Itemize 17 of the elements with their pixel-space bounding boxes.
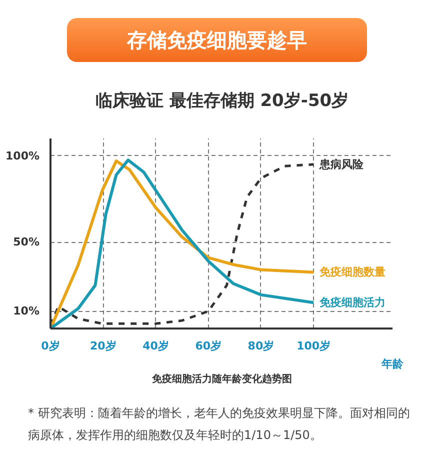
x-tick-label: 80岁 (248, 340, 274, 352)
text: 免疫细胞活力随年龄变化趋势图 (152, 373, 292, 387)
text: * 研究表明：随着年龄的增长，老年人的免疫效果明显下降。面对相同的病原体，发挥作用的细胞数仅及年轻时的1/10～1/50。 (28, 405, 411, 444)
x-tick-label: 100岁 (296, 340, 331, 352)
chart-title: 存储免疫细胞要趁早 (127, 27, 307, 54)
y-tick-label: 10% (13, 304, 40, 318)
x-tick-label: 60岁 (195, 340, 222, 352)
y-tick-label: 100% (6, 149, 40, 162)
x-axis-title: 年龄 (380, 358, 404, 370)
x-tick-label: 40岁 (142, 340, 169, 352)
series-label: 免疫细胞数量 (318, 266, 386, 279)
series-label: 患病风险 (318, 158, 365, 171)
chart-subtitle: 临床验证 最佳存储期 20岁-50岁 (95, 90, 349, 113)
x-tick-label: 0岁 (41, 340, 60, 352)
y-tick-label: 50% (13, 236, 40, 249)
series-label: 免疫细胞活力 (318, 296, 386, 310)
x-tick-label: 20岁 (90, 340, 116, 352)
